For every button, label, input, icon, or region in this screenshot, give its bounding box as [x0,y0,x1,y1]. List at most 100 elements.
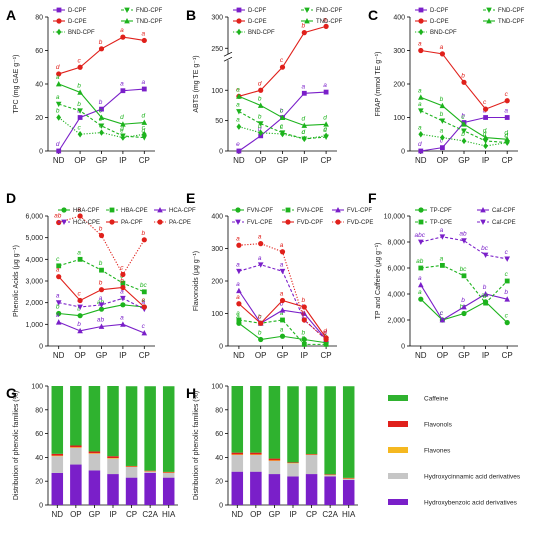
bar-segment [51,472,64,505]
legend-item: FVL-CPE [232,219,272,226]
bar-segment [162,477,175,505]
significance-label: b [99,280,103,287]
significance-label: d [504,129,508,136]
significance-label: d [258,126,262,133]
y-tick-label: 40 [35,455,43,462]
data-point [77,327,83,334]
data-point [120,284,126,291]
data-point [279,268,286,275]
significance-label: c [56,256,60,263]
bar-segment [70,447,82,465]
y-tick-label: 60 [215,431,223,438]
legend-item: TP-CPF [415,207,452,214]
significance-label: abc [415,232,426,239]
bar-segment [162,472,175,478]
data-point [279,307,286,313]
y-tick-label: 5,000 [25,235,43,242]
series-bnd-cpf: a b c c c [236,117,329,143]
data-point [504,256,510,262]
significance-label: b [280,108,284,115]
legend-marker [335,207,341,213]
data-point [120,295,126,302]
legend-item: D-CPF [233,7,267,14]
data-point [98,46,105,52]
data-point [236,301,242,307]
significance-label: bc [481,245,489,252]
significance-label: b [301,297,305,304]
data-point [141,131,147,138]
series-line [238,111,327,140]
x-tick-label: ND [232,510,244,519]
bar-segment [70,386,82,446]
significance-label: c [280,57,284,64]
data-point [483,142,488,150]
significance-label: b [461,113,465,120]
significance-label: b [258,330,262,337]
x-tick-label: ND [53,156,65,165]
significance-label: c [77,291,81,298]
bar-segment [231,386,244,453]
bar-segment [231,455,244,472]
data-point [141,119,148,125]
data-point [98,287,105,293]
significance-label: a [141,299,145,306]
legend-marker [418,28,424,36]
bar-segment [324,475,336,477]
significance-label: a [280,310,284,317]
bar-segment [305,386,318,455]
y-tick-label: 100 [211,311,223,318]
data-point [418,296,424,302]
significance-label: c [280,108,284,115]
data-point [439,118,446,124]
bar-segment [250,452,262,455]
data-point [301,30,307,36]
legend-label: Caffeine [424,396,448,403]
bar-segment [231,471,244,505]
significance-label: a [236,235,240,242]
panel-g: G 0 20 40 60 80 100 ND OP GP IP CP C2A HIA Distributio… [6,384,178,519]
data-point [418,148,424,154]
legend-item: TND-CPF [301,18,343,25]
data-point [98,114,105,120]
bar-segment [107,456,119,458]
significance-label: c [323,330,327,337]
data-point [99,106,104,112]
y-tick-label: 8,000 [387,240,405,247]
bar-segment [342,386,355,478]
bar-segment [342,480,355,505]
significance-label: a [418,275,422,282]
shared-legend: Caffeine Flavonols Flavones Hydroxycinnamic… [388,395,521,507]
significance-label: c [505,91,509,98]
y-tick-label: 300 [393,48,405,55]
data-point [301,135,307,143]
data-point [236,109,242,115]
bar-segment [287,463,299,477]
legend-label: FVD-CPF [297,220,323,226]
y-tick-label: 0 [219,503,223,510]
significance-label: d [56,141,60,148]
bar-segment [88,453,101,454]
significance-label: c [99,108,103,115]
significance-label: b [141,230,145,237]
legend-item: PA-CPE [154,219,191,226]
legend-label: HCA-CPE [73,220,100,226]
series-bnd-cpf: a a b c c [418,124,510,150]
y-tick-label: 20 [35,479,43,486]
data-point [77,64,83,70]
legend-item: D-CPF [415,7,449,14]
significance-label: a [141,30,145,37]
data-point [439,102,446,109]
significance-label: ab [416,258,424,265]
data-point [141,135,148,141]
y-tick-label: 60 [35,48,43,55]
series-caf-cpe: abc a ab bc c [415,227,510,262]
bar-segment [324,386,336,475]
legend-marker [480,219,486,225]
x-tick-label: CP [126,510,137,519]
data-point [141,330,148,336]
legend-item: BND-CPF [233,28,275,36]
legend-marker [157,207,163,213]
legend-label: BND-CPF [248,30,275,36]
legend-label: FVL-CPE [247,220,272,226]
significance-label: a [236,261,240,268]
